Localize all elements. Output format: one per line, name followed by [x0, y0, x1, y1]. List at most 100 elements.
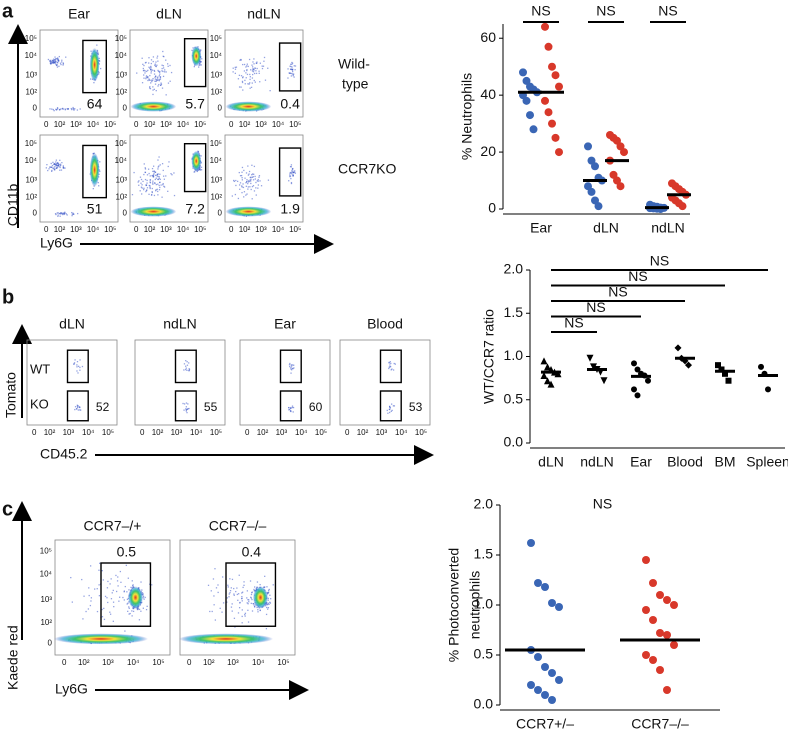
- point: [663, 631, 671, 639]
- axis-label: CD11b: [5, 184, 21, 227]
- event-dot: [237, 180, 239, 183]
- event-dot: [157, 159, 159, 161]
- flow-y-tick: 10³: [210, 70, 222, 79]
- event-dot: [247, 65, 249, 68]
- event-dot: [267, 597, 269, 600]
- x-tick-label: dLN: [538, 454, 564, 470]
- event-dot: [122, 596, 124, 599]
- event-dot: [149, 86, 151, 88]
- event-dot: [56, 107, 59, 110]
- event-dot: [390, 403, 393, 405]
- event-dot: [251, 70, 254, 72]
- event-dot: [242, 89, 244, 91]
- event-dot: [152, 174, 155, 176]
- point: [663, 686, 671, 694]
- flow-x-tick: 10³: [227, 658, 239, 667]
- event-dot: [251, 176, 254, 178]
- gate-percent: 60: [309, 400, 323, 414]
- event-dot: [155, 65, 157, 68]
- flow-x-tick: 10⁴: [252, 658, 265, 667]
- event-dot: [79, 366, 81, 369]
- event-dot: [238, 86, 241, 88]
- event-dot: [65, 56, 67, 58]
- event-dot: [264, 79, 267, 81]
- event-dot: [290, 75, 292, 77]
- event-dot: [289, 165, 292, 168]
- event-dot: [143, 598, 145, 600]
- flow-x-tick: 10²: [78, 658, 90, 667]
- event-dot: [54, 56, 56, 58]
- event-dot: [99, 170, 101, 173]
- event-dot: [207, 584, 210, 586]
- event-dot: [259, 81, 261, 83]
- event-dot: [138, 180, 140, 182]
- density-core: [253, 586, 268, 609]
- event-dot: [150, 79, 153, 81]
- event-dot: [157, 178, 159, 181]
- event-dot: [76, 408, 78, 410]
- event-dot: [158, 176, 160, 178]
- event-dot: [289, 68, 292, 70]
- event-dot: [256, 67, 258, 70]
- event-dot: [162, 65, 165, 67]
- event-dot: [90, 600, 92, 602]
- density-core: [128, 586, 143, 609]
- event-dot: [115, 590, 118, 593]
- event-dot: [155, 174, 157, 177]
- flow-x-tick: 10³: [171, 428, 183, 437]
- event-dot: [101, 616, 104, 618]
- y-tick-label: 40: [480, 86, 496, 102]
- event-dot: [67, 108, 70, 110]
- event-dot: [148, 87, 151, 89]
- event-dot: [90, 50, 92, 52]
- event-dot: [132, 587, 134, 589]
- event-dot: [159, 70, 161, 73]
- event-dot: [291, 63, 293, 65]
- event-dot: [254, 586, 256, 588]
- event-dot: [241, 177, 243, 179]
- event-dot: [118, 600, 120, 602]
- event-dot: [149, 175, 151, 177]
- point: [674, 344, 682, 352]
- flow-x-tick: 10⁵: [194, 225, 206, 234]
- event-dot: [98, 71, 100, 73]
- flow-x-tick: 10⁴: [272, 225, 285, 234]
- event-dot: [291, 62, 294, 64]
- significance: NS: [608, 284, 627, 300]
- event-dot: [210, 590, 212, 592]
- event-dot: [61, 61, 63, 63]
- event-dot: [153, 73, 156, 75]
- event-dot: [144, 171, 147, 174]
- event-dot: [229, 591, 231, 594]
- event-dot: [119, 570, 122, 573]
- x-tick-label: dLN: [593, 220, 619, 236]
- axis-label: Kaede red: [5, 625, 21, 690]
- event-dot: [267, 599, 269, 601]
- event-dot: [58, 165, 60, 168]
- point: [591, 162, 599, 171]
- flow-y-tick: 10⁴: [40, 570, 53, 579]
- event-dot: [289, 174, 291, 176]
- point: [527, 681, 535, 689]
- event-dot: [253, 72, 256, 75]
- density-core: [191, 150, 202, 172]
- event-dot: [54, 58, 57, 60]
- event-dot: [50, 162, 52, 165]
- gate-percent: 7.2: [185, 201, 205, 217]
- event-dot: [162, 50, 164, 53]
- event-dot: [249, 180, 251, 182]
- event-dot: [200, 162, 203, 164]
- event-dot: [158, 71, 161, 73]
- event-dot: [209, 610, 211, 613]
- y-tick-label: 2.0: [504, 261, 524, 277]
- event-dot: [242, 586, 244, 589]
- flow-x-tick: 10⁵: [152, 658, 164, 667]
- event-dot: [148, 66, 150, 68]
- event-dot: [257, 184, 260, 186]
- event-dot: [157, 79, 159, 81]
- event-dot: [145, 77, 147, 80]
- flow-x-tick: 10³: [70, 225, 82, 234]
- event-dot: [71, 108, 73, 111]
- gate-percent: 1.9: [280, 201, 300, 217]
- event-dot: [290, 182, 293, 185]
